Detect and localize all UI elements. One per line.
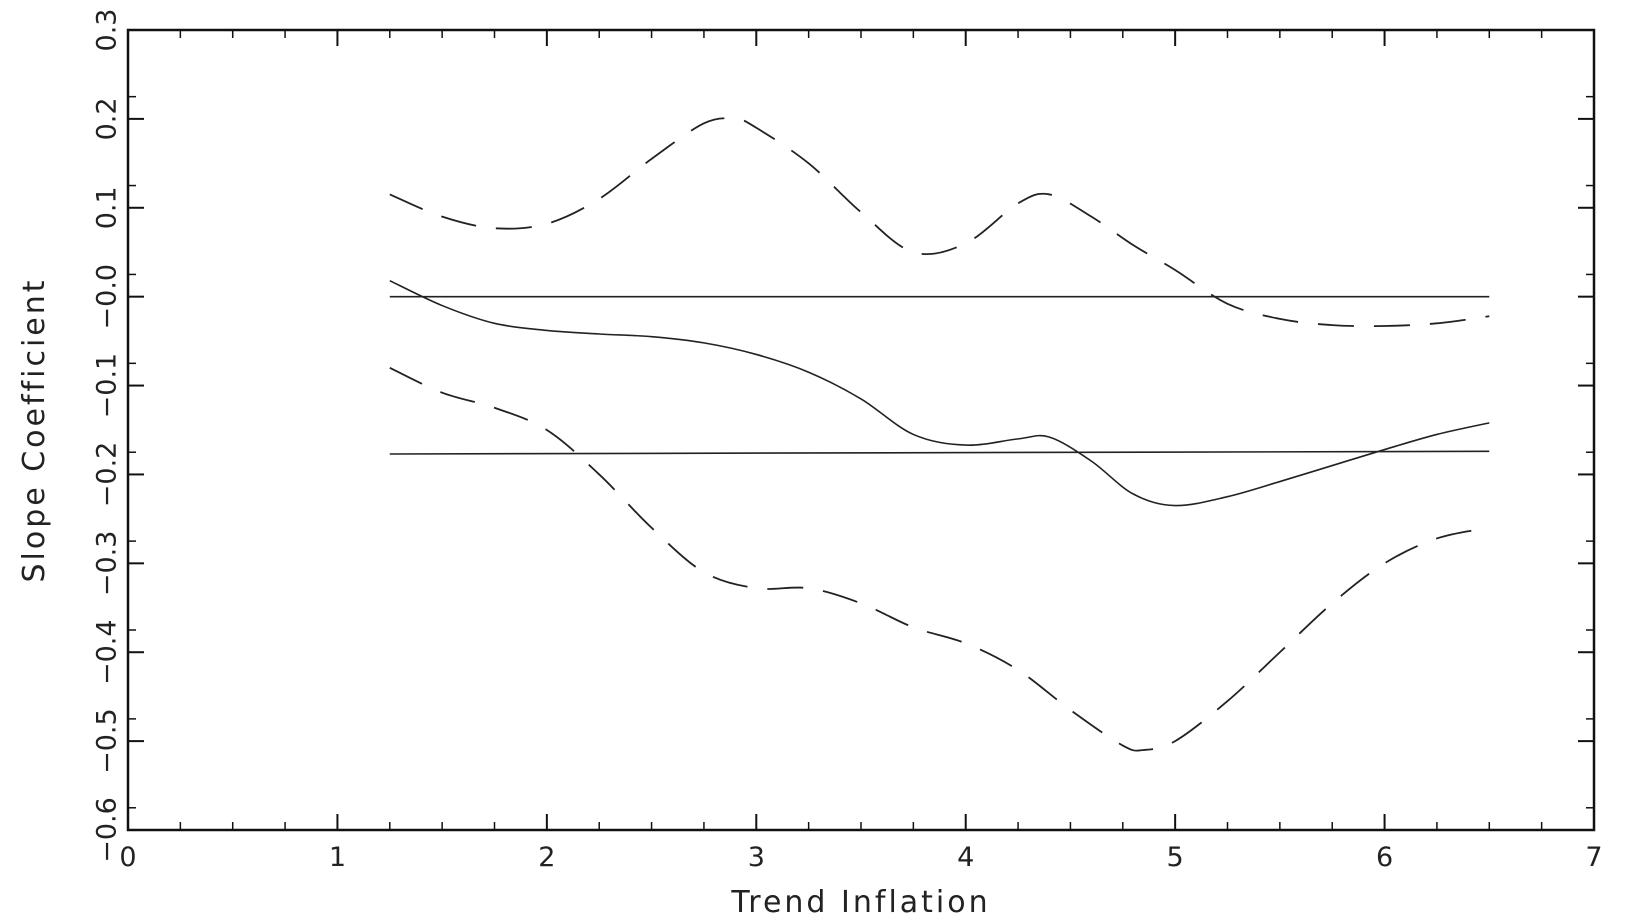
x-tick-label: 7: [1585, 842, 1602, 873]
y-tick-label: −0.6: [92, 797, 123, 863]
x-tick-label: 1: [329, 842, 346, 873]
y-axis-title: Slope Coefficient: [17, 277, 52, 582]
confidence-band-line: [389, 366, 1490, 752]
x-tick-label: 3: [748, 842, 765, 873]
y-tick-label: −0.2: [92, 442, 123, 508]
x-tick-label: 0: [119, 842, 136, 873]
y-tick-label: −0.0: [92, 264, 123, 330]
x-tick-label: 5: [1167, 842, 1184, 873]
x-tick-label: 2: [538, 842, 555, 873]
ticks-layer: [127, 29, 1595, 831]
y-tick-label: −0.4: [92, 619, 123, 685]
series-line: [389, 279, 1490, 507]
x-axis-title: Trend Inflation: [730, 885, 990, 916]
y-tick-label: −0.1: [92, 353, 123, 419]
labels-layer: 0 1 2 3 4 5 6 7 −0.6 −0.5 −0.4 −0.3 −0.2 −0.1 −0.0 0.1 0…: [92, 9, 1603, 873]
series-line: [389, 450, 1490, 455]
y-tick-label: 0.3: [92, 9, 123, 52]
y-tick-label: −0.3: [92, 531, 123, 597]
x-tick-label: 6: [1376, 842, 1393, 873]
y-tick-label: −0.5: [92, 708, 123, 774]
x-tick-label: 4: [957, 842, 974, 873]
series-layer: [389, 117, 1490, 752]
y-tick-label: 0.2: [92, 97, 123, 140]
plot-frame: [126, 28, 1596, 832]
confidence-band-line: [389, 117, 1490, 328]
y-tick-label: 0.1: [92, 186, 123, 229]
